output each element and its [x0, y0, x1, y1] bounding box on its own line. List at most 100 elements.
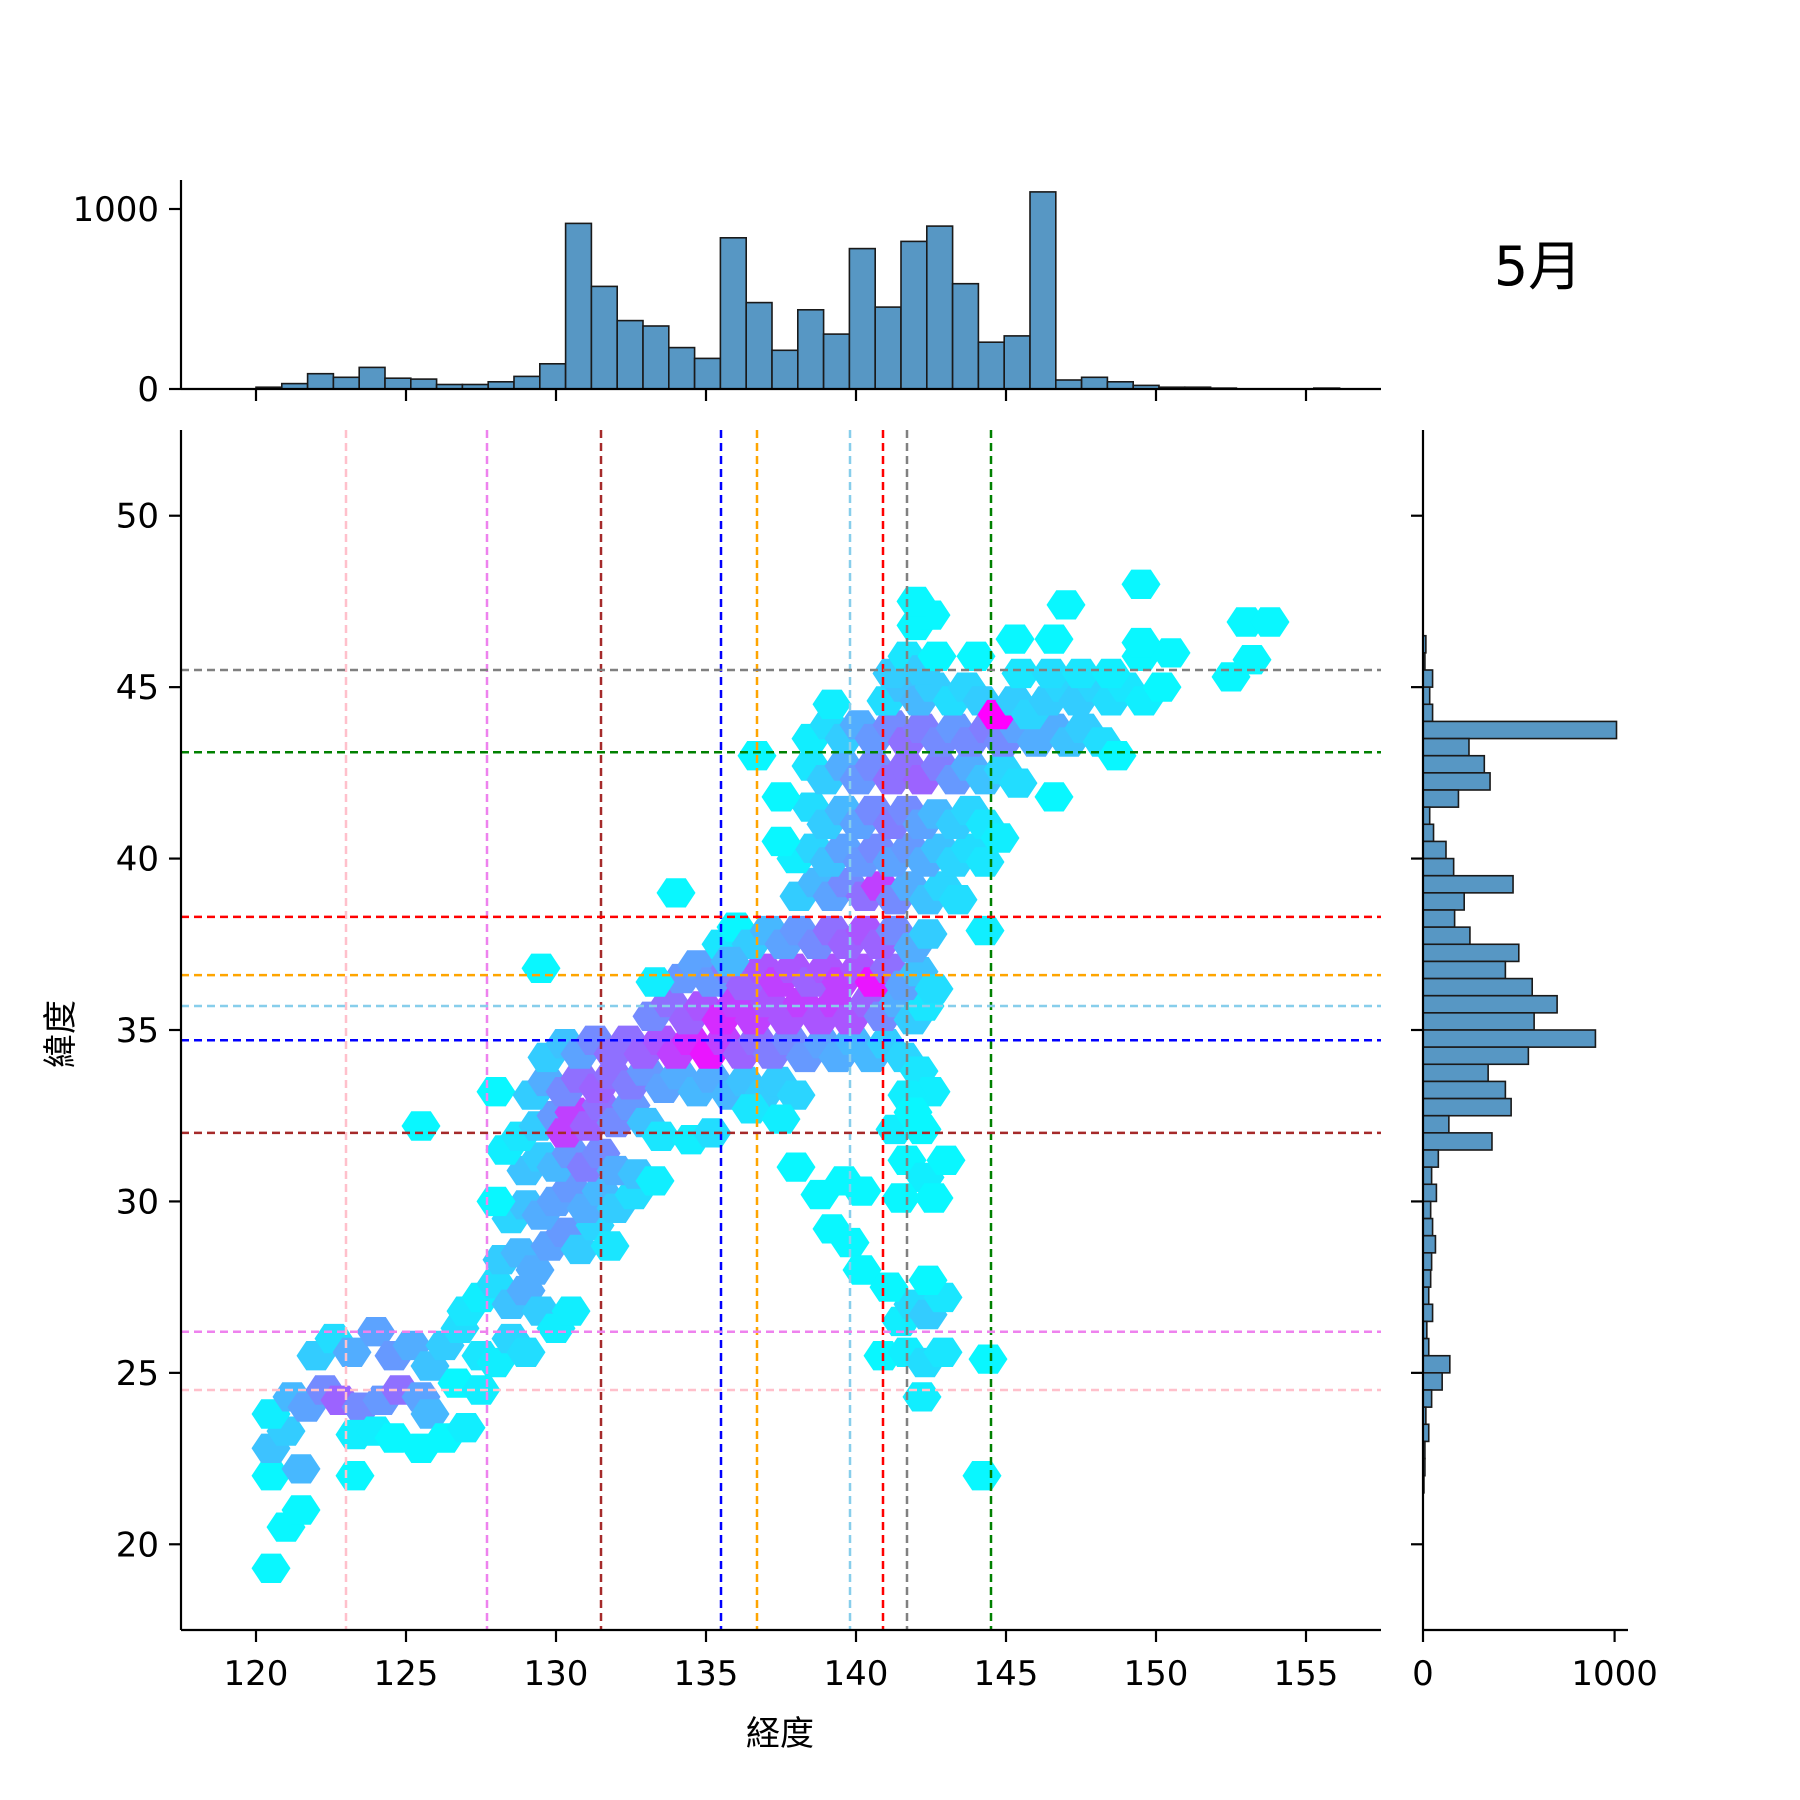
hexbin-cell	[1097, 741, 1137, 771]
hexbin-cell	[560, 1234, 600, 1265]
top-hist-y-tick-label: 1000	[72, 190, 159, 230]
top-hist-bar	[1003, 335, 1031, 390]
hexbin-cell	[1250, 607, 1290, 637]
y-tick-label: 50	[116, 497, 159, 537]
hexbin-cell	[938, 885, 978, 915]
x-axis-label: 経度	[746, 1714, 814, 1754]
hexbin-cell	[410, 1399, 450, 1429]
hexbin-cell	[926, 1145, 966, 1175]
hexbin-cell	[917, 641, 957, 671]
top-hist-bar	[667, 346, 696, 390]
y-tick-label: 35	[116, 1011, 159, 1051]
hexbin-cell	[1031, 658, 1071, 689]
right-hist-bar	[1422, 960, 1507, 980]
right-hist-bar	[1422, 720, 1618, 740]
hexbin-cell	[812, 689, 852, 719]
hexbin-plot-area	[181, 430, 1381, 1630]
top-hist-bar	[977, 341, 1006, 390]
top-hist-bar	[925, 225, 954, 390]
top-hist-bar	[538, 362, 567, 390]
reference-lines	[181, 430, 1381, 1630]
hexbin-cell	[281, 1495, 321, 1525]
hexbin-cell	[908, 919, 948, 949]
y-axis-label: 緯度	[41, 1000, 81, 1068]
hexbin-cell	[401, 1111, 441, 1141]
hexbin-cell	[998, 768, 1038, 798]
right-hist-bar	[1422, 1097, 1512, 1117]
hexbin-cell	[965, 847, 1005, 877]
top-hist-bar	[332, 376, 360, 390]
hexbin-cell	[635, 1166, 675, 1196]
top-hist-bar	[951, 282, 980, 390]
right-hist-bar	[1422, 926, 1471, 946]
hexbin-cell	[1142, 672, 1182, 702]
axes: 120 125 130 135 140 145 150 155 20 25 30 35 40 45 50 0 1…	[72, 180, 1658, 1694]
right-hist-bar	[1422, 1372, 1443, 1391]
hexbin-cell	[995, 624, 1035, 654]
top-hist-bar	[874, 306, 902, 390]
top-hist-bar	[384, 377, 412, 390]
hexbin-cell	[914, 1183, 954, 1213]
y-tick-label: 40	[116, 840, 159, 880]
hexbin-cell	[521, 953, 561, 983]
right-hist-bar	[1422, 1303, 1434, 1323]
right-hist-bar	[1422, 754, 1486, 774]
right-hist-bar	[1422, 977, 1534, 997]
right-hist-bar	[1422, 1149, 1440, 1168]
y-tick-label: 45	[116, 668, 159, 708]
top-hist-bar	[822, 333, 851, 390]
hexbin-cell	[896, 586, 936, 617]
top-hist-bar	[513, 375, 541, 390]
top-hist-bar	[719, 237, 748, 390]
hexbin-cell	[1121, 627, 1161, 658]
right-hist-bar	[1422, 1132, 1493, 1151]
right-hist-bar	[1422, 772, 1491, 791]
hexbin-cell	[869, 1272, 909, 1302]
hexbin-cell	[281, 1454, 321, 1484]
right-hist-bar	[1422, 1234, 1437, 1254]
right-hist-bar	[1422, 1046, 1530, 1066]
hexbin-cell	[656, 878, 696, 908]
hexbin-cell	[908, 1265, 948, 1295]
top-hist-bar	[1029, 191, 1057, 390]
hexbin-cell	[842, 1176, 882, 1206]
right-histogram	[1422, 634, 1618, 1494]
right-hist-bar	[1422, 789, 1460, 808]
top-histogram	[255, 191, 1341, 390]
hexbin-cell	[506, 1337, 546, 1367]
right-hist-bar	[1422, 1029, 1597, 1048]
x-tick-label: 120	[224, 1654, 289, 1694]
right-hist-bar	[1422, 994, 1558, 1014]
top-hist-bar	[771, 349, 799, 390]
top-hist-bar	[796, 308, 825, 390]
hexbin-cells	[251, 569, 1290, 1583]
hexbin-cell	[476, 1186, 516, 1217]
right-hist-bar	[1422, 669, 1434, 688]
top-hist-bar	[848, 247, 877, 390]
hexbin-cell	[965, 915, 1005, 946]
x-tick-label: 140	[824, 1654, 889, 1694]
hexbin-cell	[923, 1337, 963, 1367]
x-tick-label: 150	[1124, 1654, 1189, 1694]
x-tick-label: 125	[374, 1654, 439, 1694]
hexbin-cell	[1151, 638, 1191, 668]
top-hist-bar	[900, 240, 928, 390]
right-hist-bar	[1422, 857, 1455, 877]
hexbin-cell	[1001, 658, 1041, 689]
top-hist-bar	[693, 357, 722, 390]
right-hist-bar	[1422, 892, 1465, 911]
hexbin-cell	[776, 1152, 816, 1182]
right-hist-bar	[1422, 1063, 1489, 1083]
right-hist-bar	[1422, 1080, 1507, 1100]
hexbin-cell	[842, 1255, 882, 1285]
right-hist-bar	[1422, 943, 1520, 963]
right-hist-bar	[1422, 874, 1514, 894]
hexbin-cell	[1232, 645, 1272, 675]
right-hist-bar	[1422, 909, 1456, 928]
hexbin-cell	[761, 782, 801, 812]
right-hist-bar	[1422, 1183, 1438, 1203]
y-tick-label: 30	[116, 1182, 159, 1222]
hexbin-cell	[476, 1077, 516, 1107]
x-tick-label: 155	[1274, 1654, 1339, 1694]
